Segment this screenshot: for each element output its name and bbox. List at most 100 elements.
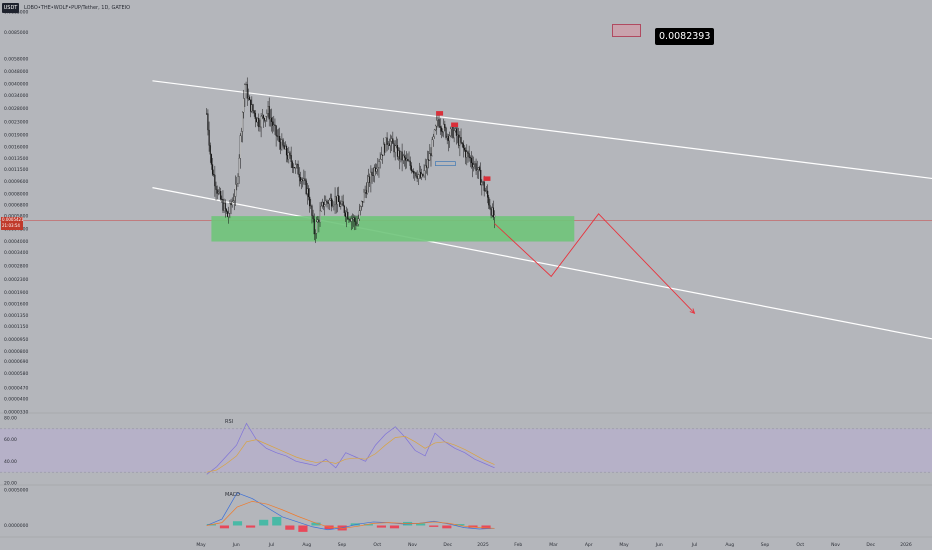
candle-body: [292, 167, 295, 169]
candle-body: [303, 178, 305, 181]
candle-body: [306, 188, 308, 195]
candle-body: [243, 98, 245, 113]
legend-swatch: [612, 24, 641, 37]
candle-body: [260, 116, 262, 128]
candle-body: [478, 167, 481, 171]
candle-body: [281, 139, 283, 150]
candle-body: [313, 218, 315, 235]
y-tick-label: 0.0058000: [4, 56, 28, 62]
x-tick-label: Jul: [691, 542, 697, 548]
candle-body: [213, 174, 215, 176]
macd-hist-bar: [298, 525, 308, 532]
candle-body: [336, 195, 338, 205]
candle-body: [384, 144, 386, 153]
candle-body: [350, 218, 352, 222]
y-tick-label: 0.0011500: [4, 167, 28, 173]
candle-body: [414, 172, 416, 174]
candle-body: [288, 152, 290, 160]
candle-body: [332, 205, 334, 207]
y-tick-label: 0.0000330: [4, 410, 28, 416]
candle-body: [440, 127, 442, 132]
signal-marker: [436, 111, 444, 116]
candle-body: [364, 189, 366, 193]
macd-line: [206, 492, 495, 531]
candle-body: [266, 113, 268, 117]
candle-body: [369, 176, 371, 183]
candle-body: [490, 208, 492, 216]
last-price-value: 0.0005421: [2, 217, 24, 222]
y-tick-label: 0.0019000: [4, 133, 28, 139]
candle-body: [331, 198, 333, 207]
candle-body: [443, 124, 445, 133]
candle-body: [329, 198, 332, 201]
candle-body: [246, 84, 248, 99]
candle-body: [455, 128, 457, 136]
candle-body: [277, 136, 280, 137]
macd-hist-bar: [363, 524, 373, 526]
candle-body: [413, 170, 415, 174]
candle-body: [429, 153, 431, 161]
candle-body: [379, 159, 381, 162]
candle-body: [335, 196, 337, 205]
candle-body: [208, 129, 210, 146]
candle-body: [321, 202, 323, 207]
symbol-badge[interactable]: USDT: [2, 3, 19, 13]
price-grid: [0, 220, 932, 538]
candle-body: [237, 176, 239, 184]
candle-body: [409, 160, 411, 166]
candle-body: [432, 136, 434, 140]
candle-body: [403, 155, 405, 158]
candle-body: [483, 181, 485, 191]
last-price-tag: 0.0005421 21:03:54: [1, 217, 24, 230]
candle-body: [415, 172, 417, 177]
candle-body: [312, 215, 314, 220]
macd-hist-bar: [429, 525, 439, 527]
candle-body: [254, 112, 256, 119]
candle-body: [274, 124, 276, 126]
projection-line: [494, 213, 695, 314]
candle-body: [318, 219, 320, 223]
signal-marker: [483, 176, 491, 181]
candle-body: [248, 96, 251, 100]
candle-body: [325, 200, 327, 205]
candle-body: [435, 125, 437, 131]
candle-body: [462, 143, 464, 149]
macd-hist-bar: [389, 525, 400, 529]
x-tick-label: Dec: [443, 542, 452, 548]
candle-body: [392, 138, 394, 144]
channel-lower: [152, 187, 932, 340]
candle-body: [300, 179, 303, 182]
candle-body: [235, 184, 237, 197]
candle-body: [446, 136, 448, 138]
candle-body: [224, 203, 226, 210]
x-tick-label: Nov: [831, 542, 840, 548]
candle-body: [291, 161, 293, 168]
macd-label: MACD: [225, 492, 240, 498]
x-tick-label: Aug: [302, 542, 311, 548]
candle-body: [445, 127, 447, 138]
y-tick-label: 0.0048000: [4, 69, 28, 75]
candle-body: [333, 204, 335, 207]
candle-body: [430, 153, 432, 156]
y-tick-label: 0.0008000: [4, 192, 28, 198]
candle-body: [280, 141, 282, 150]
candle-body: [326, 200, 328, 203]
y-tick-label: 0.0000950: [4, 337, 28, 343]
price-pane: 0.01150000.00850000.00580000.00480000.00…: [0, 10, 932, 538]
rsi-line: [206, 422, 495, 475]
x-axis-ticks: May Jun Jul Aug Sep Oct Nov Dec 2025 Feb Mar Apr May…: [196, 542, 912, 548]
rsi-axis-ticks: 80.00 60.00 40.00 20.00: [4, 416, 17, 487]
candle-body: [334, 196, 336, 205]
candle-body: [484, 190, 486, 192]
macd-hist-bar: [246, 525, 256, 528]
candle-body: [320, 205, 322, 212]
candle-body: [485, 190, 488, 192]
candle-body: [441, 131, 444, 133]
candle-body: [276, 135, 278, 137]
candle-body: [275, 125, 277, 136]
candle-body: [488, 197, 490, 206]
macd-hist-bar: [259, 519, 269, 526]
x-tick-label: Dec: [866, 542, 875, 548]
